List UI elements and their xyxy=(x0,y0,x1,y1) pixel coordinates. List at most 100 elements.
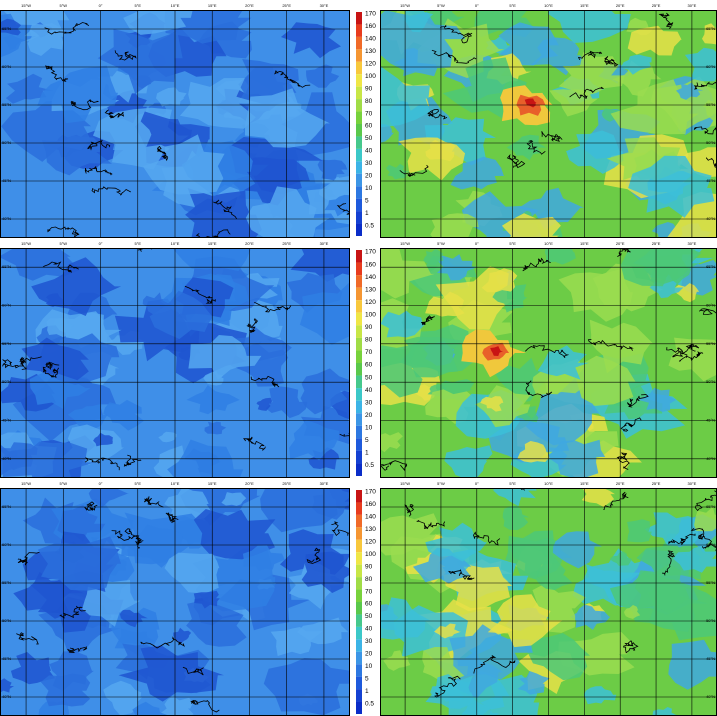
latitude-label: 45°N xyxy=(706,418,715,423)
colorbar-label: 140 xyxy=(365,514,376,521)
colorbar-swatch xyxy=(356,338,362,351)
longitude-label: 10°E xyxy=(544,3,553,8)
colorbar-label: 10 xyxy=(365,663,373,670)
colorbar-label: 160 xyxy=(365,261,376,268)
colorbar-label: 80 xyxy=(365,337,373,344)
colorbar-swatch xyxy=(356,250,362,263)
colorbar-label: 70 xyxy=(365,588,373,595)
colorbar-label: 90 xyxy=(365,324,373,331)
colorbar-swatch xyxy=(356,263,362,276)
latitude-label: 65°N xyxy=(706,504,715,509)
colorbar-swatch xyxy=(356,199,362,211)
colorbar-swatch xyxy=(356,577,362,589)
colorbar-label: 170 xyxy=(365,11,376,18)
colorbar-label: 0.5 xyxy=(365,700,374,707)
colorbar-label: 5 xyxy=(365,197,369,204)
longitude-label: 15°W xyxy=(21,481,31,486)
longitude-label: 20°E xyxy=(245,481,254,486)
colorbar-label: 100 xyxy=(365,551,376,558)
colorbar-swatch xyxy=(356,288,362,301)
colorbar-label: 30 xyxy=(365,638,373,645)
longitude-label: 25°E xyxy=(282,481,291,486)
colorbar-label: 130 xyxy=(365,48,376,55)
colorbar: 170160140130120100908070605040302010510.… xyxy=(356,11,376,236)
colorbar-swatch xyxy=(356,174,362,186)
longitude-label: 30°E xyxy=(320,3,329,8)
colorbar-label: 70 xyxy=(365,349,373,356)
colorbar-swatch xyxy=(356,689,362,701)
longitude-label: 15°W xyxy=(400,3,410,8)
longitude-label: 20°E xyxy=(245,3,254,8)
colorbar-swatch xyxy=(356,652,362,664)
colorbar-label: 5 xyxy=(365,675,369,682)
latitude-label: 55°N xyxy=(2,341,11,346)
colorbar-label: 100 xyxy=(365,311,376,318)
colorbar-swatch xyxy=(356,12,362,24)
colorbar-label: 1 xyxy=(365,210,369,217)
colorbar-swatch xyxy=(356,300,362,313)
colorbar-label: 0.5 xyxy=(365,462,374,469)
colorbar-swatch xyxy=(356,363,362,376)
latitude-label: 65°N xyxy=(706,264,715,269)
colorbar-swatch xyxy=(356,552,362,564)
longitude-label: 5°E xyxy=(509,241,516,246)
colorbar-label: 170 xyxy=(365,249,376,256)
map-field xyxy=(0,471,372,716)
latitude-label: 65°N xyxy=(2,504,11,509)
map-field xyxy=(348,0,717,261)
colorbar-label: 90 xyxy=(365,85,373,92)
colorbar-label: 5 xyxy=(365,437,369,444)
latitude-label: 45°N xyxy=(2,418,11,423)
colorbar-label: 1 xyxy=(365,450,369,457)
latitude-label: 50°N xyxy=(2,618,11,623)
longitude-label: 15°E xyxy=(580,3,589,8)
colorbar-swatch xyxy=(356,161,362,173)
longitude-label: 20°E xyxy=(616,481,625,486)
latitude-label: 50°N xyxy=(706,618,715,623)
colorbar-swatch xyxy=(356,376,362,389)
colorbar-swatch xyxy=(356,540,362,552)
longitude-label: 0° xyxy=(475,481,479,486)
latitude-label: 50°N xyxy=(706,140,715,145)
longitude-label: 0° xyxy=(99,481,103,486)
longitude-label: 5°E xyxy=(135,241,142,246)
colorbar-label: 1 xyxy=(365,688,369,695)
colorbar-label: 20 xyxy=(365,172,373,179)
longitude-label: 5°W xyxy=(437,3,445,8)
colorbar-label: 20 xyxy=(365,650,373,657)
latitude-label: 45°N xyxy=(2,178,11,183)
longitude-label: 15°E xyxy=(208,3,217,8)
longitude-label: 5°W xyxy=(437,241,445,246)
colorbar-swatch xyxy=(356,426,362,439)
latitude-label: 40°N xyxy=(2,456,11,461)
longitude-label: 10°E xyxy=(171,481,180,486)
longitude-label: 5°E xyxy=(135,481,142,486)
figure: 15°W5°W0°5°E10°E15°E20°E25°E30°E65°N60°N… xyxy=(0,0,717,716)
latitude-label: 55°N xyxy=(706,341,715,346)
longitude-label: 5°E xyxy=(509,481,516,486)
latitude-label: 65°N xyxy=(2,264,11,269)
colorbar-swatch xyxy=(356,24,362,36)
latitude-label: 45°N xyxy=(706,656,715,661)
latitude-label: 55°N xyxy=(2,580,11,585)
colorbar-label: 170 xyxy=(365,489,376,496)
colorbar-label: 120 xyxy=(365,538,376,545)
longitude-label: 25°E xyxy=(652,481,661,486)
longitude-label: 5°W xyxy=(59,481,67,486)
longitude-label: 0° xyxy=(475,241,479,246)
longitude-label: 15°W xyxy=(21,241,31,246)
colorbar-label: 120 xyxy=(365,299,376,306)
longitude-label: 15°E xyxy=(580,481,589,486)
colorbar-label: 0.5 xyxy=(365,222,374,229)
colorbar-label: 80 xyxy=(365,576,373,583)
colorbar-label: 60 xyxy=(365,123,373,130)
colorbar-swatch xyxy=(356,62,362,74)
latitude-label: 50°N xyxy=(2,140,11,145)
colorbar-swatch xyxy=(356,112,362,124)
colorbar-swatch xyxy=(356,74,362,86)
map-field xyxy=(361,478,717,716)
colorbar-label: 140 xyxy=(365,36,376,43)
colorbar-swatch xyxy=(356,614,362,626)
latitude-label: 40°N xyxy=(706,216,715,221)
